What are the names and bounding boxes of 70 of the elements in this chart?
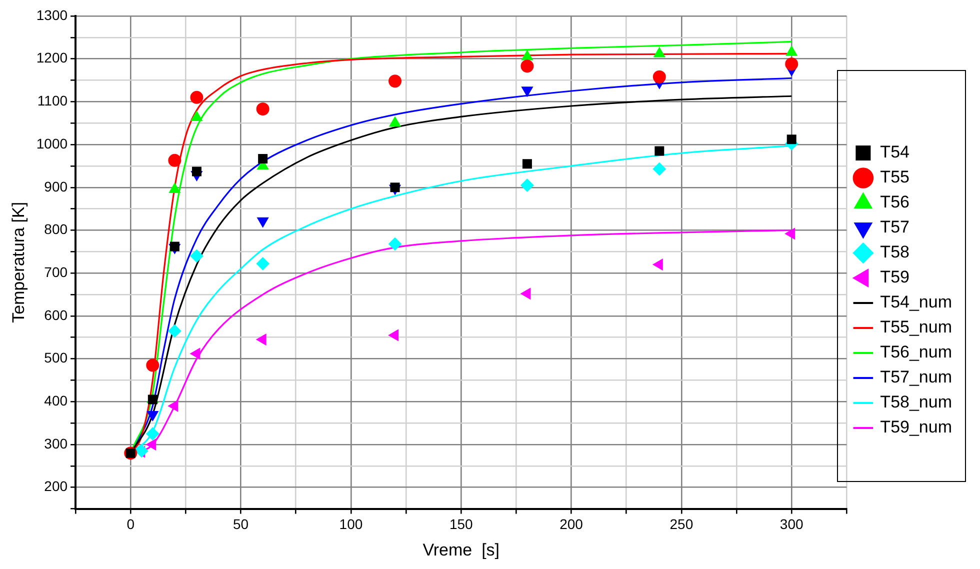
point — [190, 90, 204, 104]
y-tick-label: 300 — [44, 435, 68, 452]
point — [191, 111, 202, 122]
y-tick-label: 400 — [44, 392, 68, 409]
point — [520, 288, 531, 300]
point — [652, 162, 666, 176]
point — [522, 50, 533, 60]
legend-label: T55_num — [880, 318, 952, 337]
legend-label: T58_num — [880, 392, 952, 412]
y-tick-label: 900 — [44, 178, 68, 194]
point — [388, 237, 402, 250]
x-tick-label: 250 — [670, 516, 694, 532]
x-axis-title: Vreme [s] — [422, 540, 500, 560]
y-tick-label: 500 — [44, 350, 68, 366]
y-tick-label: 600 — [44, 306, 68, 323]
legend-label: T57 — [880, 218, 910, 237]
y-tick-label: 1300 — [36, 6, 68, 23]
legend-label: T54 — [880, 142, 910, 162]
legend-label: T54_num — [880, 292, 952, 312]
point — [654, 47, 666, 58]
point — [168, 183, 180, 194]
legend-label: T57_num — [880, 368, 952, 387]
point — [388, 74, 402, 88]
point — [170, 242, 180, 252]
x-tick-label: 300 — [780, 516, 804, 532]
point — [256, 102, 270, 116]
x-tick-label: 100 — [339, 516, 363, 532]
point — [654, 146, 664, 156]
point — [522, 159, 532, 169]
x-tick-label: 0 — [126, 516, 135, 532]
point — [256, 334, 266, 346]
y-tick-label: 700 — [44, 264, 68, 280]
point — [258, 154, 268, 164]
point — [146, 358, 160, 372]
y-tick-label: 800 — [44, 221, 68, 238]
point — [520, 178, 534, 192]
point — [190, 249, 204, 262]
point — [520, 60, 534, 73]
y-tick-label: 1100 — [37, 92, 68, 109]
point — [190, 348, 200, 360]
y-axis-title: Temperatura [K] — [8, 202, 28, 323]
legend-label: T55 — [880, 168, 910, 187]
legend-label: T59 — [880, 268, 910, 287]
x-tick-label: 50 — [233, 516, 249, 532]
point — [256, 257, 270, 270]
legend-label: T58 — [880, 242, 910, 262]
point — [388, 330, 399, 341]
point — [652, 70, 666, 84]
point — [652, 258, 663, 270]
point — [785, 57, 798, 70]
point — [786, 46, 798, 56]
y-tick-label: 1200 — [36, 50, 68, 66]
point — [168, 154, 182, 167]
x-tick-label: 150 — [449, 516, 474, 532]
point — [168, 400, 178, 412]
point — [786, 134, 796, 144]
point — [389, 116, 401, 127]
point — [146, 438, 156, 450]
legend-label: T56_num — [880, 342, 952, 362]
point — [785, 228, 796, 240]
point — [146, 427, 160, 440]
x-tick-label: 200 — [560, 516, 584, 532]
y-tick-label: 200 — [44, 478, 68, 494]
point — [192, 166, 202, 176]
point — [390, 182, 400, 192]
point — [135, 444, 148, 458]
legend-label: T59_num — [880, 418, 952, 437]
legend-label: T56 — [880, 192, 910, 212]
point — [168, 324, 182, 338]
y-tick-label: 1000 — [36, 135, 68, 152]
